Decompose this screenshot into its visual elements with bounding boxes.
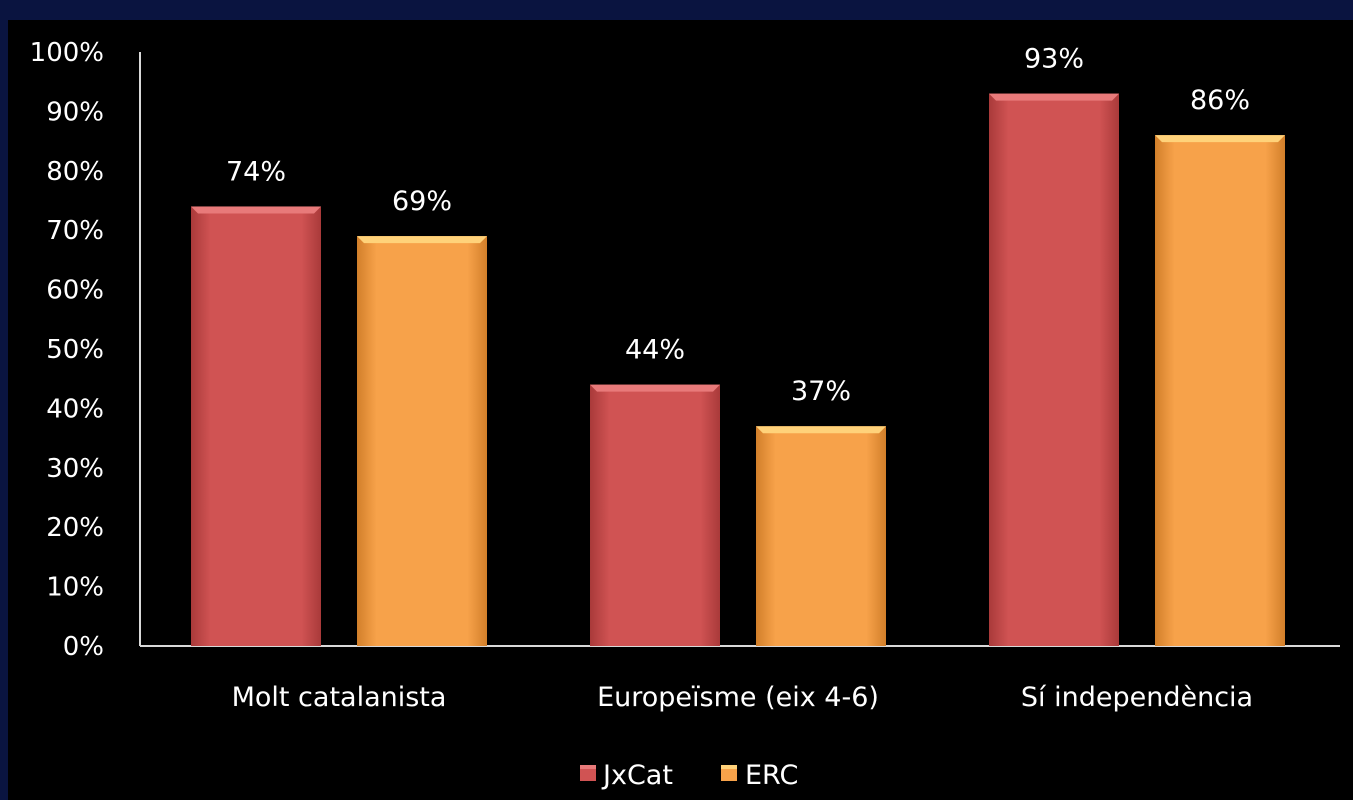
y-tick-label: 70% <box>46 216 104 246</box>
bars <box>191 93 1285 646</box>
data-label: 93% <box>1024 44 1084 75</box>
y-tick-label: 30% <box>46 454 104 484</box>
legend-label: ERC <box>745 760 798 791</box>
legend-item-erc: ERC <box>721 760 798 791</box>
y-tick-label: 50% <box>46 335 104 365</box>
legend-label: JxCat <box>601 760 673 791</box>
y-tick-label: 90% <box>46 97 104 127</box>
data-label: 86% <box>1190 85 1250 116</box>
data-labels: 74% 44% 93% 69% 37% 86% <box>226 44 1250 408</box>
x-category-label: Molt catalanista <box>232 682 447 713</box>
y-tick-label: 60% <box>46 276 104 306</box>
y-tick-label: 0% <box>63 632 104 662</box>
data-label: 44% <box>625 335 685 366</box>
legend: JxCat ERC <box>580 760 798 791</box>
y-tick-label: 20% <box>46 513 104 543</box>
y-tick-label: 10% <box>46 573 104 603</box>
bar-jxcat-0 <box>191 206 321 646</box>
bar-erc-2 <box>1155 135 1285 646</box>
bar-erc-1 <box>756 426 886 646</box>
y-tick-label: 80% <box>46 157 104 187</box>
x-axis: Molt catalanista Europeïsme (eix 4-6) Sí i… <box>140 645 1340 713</box>
legend-item-jxcat: JxCat <box>580 760 673 791</box>
y-tick-label: 100% <box>30 38 104 68</box>
y-axis: 0% 10% 20% 30% 40% 50% 60% 70% 80% 90% 100% <box>30 38 141 662</box>
bar-jxcat-1 <box>590 384 720 646</box>
bar-erc-0 <box>357 236 487 646</box>
x-category-label: Europeïsme (eix 4-6) <box>597 682 879 713</box>
data-label: 37% <box>791 376 851 407</box>
data-label: 69% <box>392 186 452 217</box>
data-label: 74% <box>226 156 286 187</box>
x-category-label: Sí independència <box>1021 682 1253 713</box>
bar-jxcat-2 <box>989 93 1119 646</box>
y-tick-label: 40% <box>46 394 104 424</box>
